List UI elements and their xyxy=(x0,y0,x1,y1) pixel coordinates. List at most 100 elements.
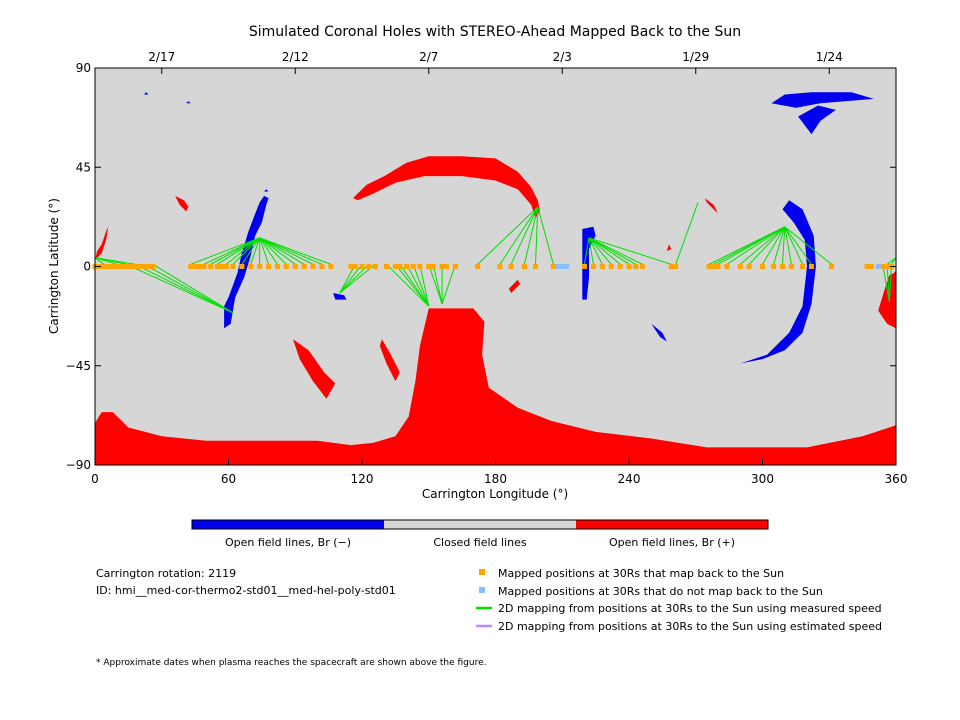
colorbar-label-negative: Open field lines, Br (−) xyxy=(225,536,351,549)
date-axis: 2/17 2/12 2/7 2/3 1/29 1/24 xyxy=(148,50,843,74)
positive-open-field-regions xyxy=(95,156,896,465)
mapped-point xyxy=(417,264,423,269)
mapped-point xyxy=(706,264,712,269)
mapped-point xyxy=(201,264,207,269)
mapped-point xyxy=(800,264,806,269)
x-tick-label: 0 xyxy=(91,472,99,486)
positive-region xyxy=(878,270,896,329)
mapping-line xyxy=(782,226,786,265)
mapped-point xyxy=(123,264,129,269)
mapped-point xyxy=(771,264,777,269)
mapped-point xyxy=(248,264,254,269)
mapped-point xyxy=(219,264,225,269)
date-tick-label: 2/7 xyxy=(419,50,438,64)
mapping-line xyxy=(339,263,363,294)
negative-region xyxy=(186,101,191,104)
colorbar-frame xyxy=(191,519,769,530)
model-id: ID: hmi__med-cor-thermo2-std01__med-hel-… xyxy=(96,584,396,597)
unmapped-point xyxy=(559,264,565,269)
mapped-point xyxy=(214,264,220,269)
positive-region xyxy=(175,195,189,212)
mapped-point xyxy=(828,264,834,269)
mapped-point xyxy=(301,264,307,269)
y-tick-label: 90 xyxy=(76,61,91,75)
mapping-line xyxy=(886,257,897,265)
mapping-line xyxy=(784,226,812,265)
mapped-point xyxy=(724,264,730,269)
mapped-point xyxy=(114,264,120,269)
unmapped-point xyxy=(875,264,881,269)
mapped-point xyxy=(359,264,365,269)
mapped-point xyxy=(145,264,151,269)
mapped-point xyxy=(383,264,389,269)
mapped-point xyxy=(430,264,436,269)
mapped-point xyxy=(150,264,156,269)
mapping-line xyxy=(259,237,323,265)
mapped-point xyxy=(348,264,354,269)
mapping-line xyxy=(125,263,234,314)
mapping-line xyxy=(217,237,260,265)
mapping-line xyxy=(232,237,261,265)
positive-region xyxy=(95,308,896,465)
mapped-point xyxy=(137,264,142,269)
mapping-line xyxy=(259,237,296,265)
chart-title: Simulated Coronal Holes with STEREO-Ahea… xyxy=(249,24,741,40)
mapped-points xyxy=(92,264,895,269)
mapping-line xyxy=(143,263,234,314)
mapping-line xyxy=(432,264,443,305)
mapping-line xyxy=(399,264,430,307)
colorbar-label-closed: Closed field lines xyxy=(433,536,527,549)
mapped-point xyxy=(668,264,674,269)
legend-measured-label: 2D mapping from positions at 30Rs to the… xyxy=(498,602,882,615)
x-axis-label: Carrington Longitude (°) xyxy=(422,487,568,501)
negative-region xyxy=(264,189,269,192)
mapping-line xyxy=(588,237,594,265)
mapped-point xyxy=(884,264,890,269)
mapped-point xyxy=(128,264,134,269)
mapped-point xyxy=(266,264,272,269)
mapping-line xyxy=(406,264,430,307)
mapped-point xyxy=(869,264,875,269)
positive-region xyxy=(379,339,400,382)
mapped-point xyxy=(608,264,614,269)
negative-open-field-regions xyxy=(143,92,874,364)
negative-region xyxy=(771,92,874,108)
y-tick-label: 0 xyxy=(83,260,91,274)
mapping-line xyxy=(241,237,261,265)
mapped-point xyxy=(550,264,556,269)
x-tick-label: 60 xyxy=(221,472,236,486)
legend-unmapped-label: Mapped positions at 30Rs that do not map… xyxy=(498,585,823,598)
mapped-point xyxy=(366,264,372,269)
positive-region xyxy=(293,339,336,399)
y-tick-label: −90 xyxy=(66,458,91,472)
mapping-line xyxy=(259,237,332,265)
measured-mapping-lines xyxy=(94,202,897,314)
mapping-line xyxy=(394,263,430,307)
mapping-line xyxy=(499,206,539,265)
x-axis: 0 60 120 180 240 300 360 xyxy=(91,459,907,486)
mapped-point xyxy=(444,264,450,269)
negative-region xyxy=(143,92,149,95)
plot-area xyxy=(92,67,897,466)
mapping-line xyxy=(588,237,672,265)
positive-region xyxy=(666,244,672,252)
mapped-point xyxy=(590,264,596,269)
mapped-point xyxy=(508,264,514,269)
mapped-point xyxy=(410,264,416,269)
mapping-line xyxy=(94,257,105,265)
mapping-line xyxy=(152,263,234,314)
mapping-line xyxy=(259,237,287,265)
mapping-line xyxy=(259,237,278,265)
mapped-point xyxy=(617,264,623,269)
mapped-point xyxy=(197,264,203,269)
x-tick-label: 300 xyxy=(751,472,774,486)
y-axis: 90 45 0 −45 −90 xyxy=(66,61,896,472)
positive-region xyxy=(95,222,111,260)
legend: Mapped positions at 30Rs that map back t… xyxy=(476,567,882,633)
negative-region xyxy=(651,323,667,342)
mapping-line xyxy=(412,264,430,307)
mapping-line xyxy=(717,226,785,265)
mapping-line xyxy=(203,237,260,265)
mapping-line xyxy=(419,264,430,307)
mapped-point xyxy=(392,264,398,269)
